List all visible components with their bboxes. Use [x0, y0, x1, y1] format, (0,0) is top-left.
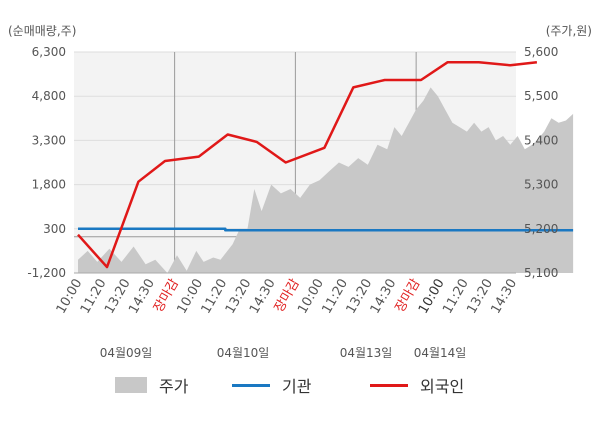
legend-label-stock: 주가 [159, 377, 189, 396]
legend-label-foreign: 외국인 [420, 377, 465, 396]
legend-item-institution: 기관 [232, 370, 311, 400]
left-axis-unit: (순매매량,주) [8, 24, 76, 38]
left-tick-label: 6,300 [32, 45, 66, 59]
area-layer [78, 87, 574, 274]
right-tick-label: 5,500 [524, 89, 558, 103]
right-tick-label: 5,300 [524, 178, 558, 192]
legend-item-stock: 주가 [115, 370, 188, 400]
left-tick-label: 1,800 [32, 178, 66, 192]
legend-swatch-institution [232, 383, 270, 387]
series-line-foreign [77, 61, 538, 269]
legend-swatch-stock [115, 377, 147, 393]
right-tick-label: 5,100 [524, 266, 558, 280]
legend-item-foreign: 외국인 [370, 370, 464, 400]
series-line-institution [78, 227, 574, 232]
right-axis-unit: (주가,원) [546, 24, 592, 38]
date-label: 04월10일 [217, 346, 270, 360]
legend-swatch-foreign [370, 383, 408, 387]
left-ticks: 6,300 4,800 3,300 1,800 300 -1,200 [27, 45, 66, 280]
left-tick-label: 4,800 [32, 89, 66, 103]
left-tick-label: -1,200 [27, 266, 66, 280]
legend-label-institution: 기관 [282, 377, 312, 396]
legend: 주가 기관 외국인 [0, 370, 600, 400]
line-layer [77, 61, 574, 269]
date-labels: 04월09일 04월10일 04월13일 04월14일 [100, 346, 467, 360]
right-tick-label: 5,600 [524, 45, 558, 59]
right-tick-label: 5,400 [524, 133, 558, 147]
right-ticks: 5,600 5,500 5,400 5,300 5,200 5,100 [524, 45, 558, 280]
series-area-stock [78, 87, 574, 274]
left-tick-label: 3,300 [32, 133, 66, 147]
date-label: 04월13일 [340, 346, 393, 360]
left-tick-label: 300 [43, 222, 66, 236]
date-label: 04월09일 [100, 346, 153, 360]
date-label: 04월14일 [414, 346, 467, 360]
right-tick-label: 5,200 [524, 222, 558, 236]
x-ticks: 10:0011:2013:2014:30장마감10:0011:2013:2014… [54, 276, 520, 316]
